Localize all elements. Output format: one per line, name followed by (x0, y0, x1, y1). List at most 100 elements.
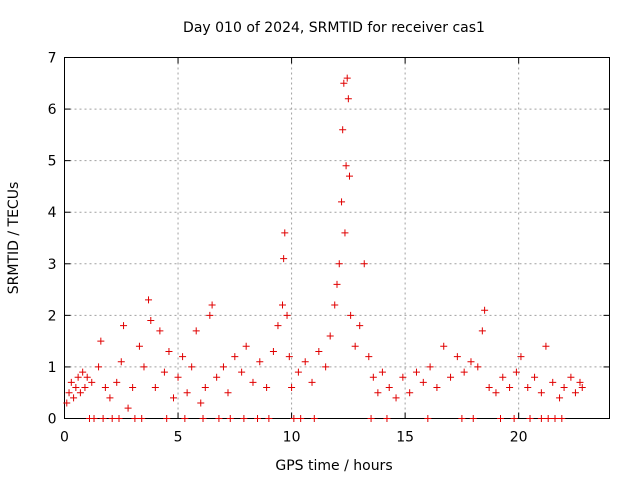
data-point (117, 358, 125, 366)
data-point (369, 373, 377, 381)
data-point (208, 301, 216, 309)
data-point (556, 394, 564, 402)
data-point (424, 415, 432, 422)
data-point (343, 74, 351, 82)
data-point (510, 415, 518, 422)
data-point (333, 280, 341, 288)
data-point (378, 368, 386, 376)
data-point (339, 126, 347, 134)
data-point (288, 384, 296, 392)
x-tick-label: 20 (510, 430, 528, 446)
data-point (285, 353, 293, 361)
data-point (120, 322, 128, 330)
y-tick-label: 5 (48, 154, 57, 170)
data-point (440, 342, 448, 350)
data-point (129, 384, 137, 392)
data-point (147, 317, 155, 325)
data-point (342, 162, 350, 170)
data-point (351, 342, 359, 350)
data-point (135, 342, 143, 350)
data-point (219, 363, 227, 371)
data-point (140, 363, 148, 371)
data-point (290, 415, 298, 422)
data-point (544, 415, 552, 422)
data-point (367, 415, 375, 422)
data-point (163, 415, 171, 422)
data-point (542, 342, 550, 350)
data-point (283, 311, 291, 319)
data-point (344, 95, 352, 103)
data-point (571, 389, 579, 397)
data-point (481, 306, 489, 314)
data-point (70, 394, 78, 402)
data-point (226, 415, 234, 422)
chart-title: Day 010 of 2024, SRMTID for receiver cas… (183, 20, 485, 36)
data-point (512, 368, 520, 376)
plot-frame (64, 57, 610, 419)
data-point (113, 378, 121, 386)
data-point (179, 353, 187, 361)
x-tick-label: 5 (174, 430, 183, 446)
data-point (199, 415, 207, 422)
data-point (506, 384, 514, 392)
data-point (447, 373, 455, 381)
y-tick-label: 2 (48, 308, 57, 324)
y-tick-label: 7 (48, 51, 57, 67)
axis-ticks: 0 1 2 3 4 5 6 7 0 5 10 15 20 (48, 51, 610, 446)
data-point (578, 384, 586, 392)
data-point (560, 384, 568, 392)
data-point (90, 415, 98, 422)
data-point (269, 347, 277, 355)
y-tick-label: 3 (48, 257, 57, 273)
data-point (280, 255, 288, 263)
data-point (360, 260, 368, 268)
data-point (406, 389, 414, 397)
data-point (263, 384, 271, 392)
data-point (99, 415, 107, 422)
data-point (165, 347, 173, 355)
data-point (249, 378, 257, 386)
data-point (156, 327, 164, 335)
data-point (138, 415, 146, 422)
data-point (492, 389, 500, 397)
data-point (310, 415, 318, 422)
data-point (274, 322, 282, 330)
data-point (567, 373, 575, 381)
x-tick-label: 10 (283, 430, 301, 446)
data-point (365, 353, 373, 361)
data-point (537, 389, 545, 397)
data-point (478, 327, 486, 335)
data-point (340, 79, 348, 87)
data-point (101, 384, 109, 392)
data-point (460, 368, 468, 376)
data-point (374, 389, 382, 397)
data-point (231, 353, 239, 361)
data-point (106, 394, 114, 402)
data-point (97, 337, 105, 345)
data-point (308, 378, 316, 386)
data-point (499, 373, 507, 381)
data-point (254, 415, 262, 422)
data-point (224, 389, 232, 397)
data-point (331, 301, 339, 309)
data-point (469, 415, 477, 422)
data-point (279, 301, 286, 309)
data-point (124, 404, 132, 412)
data-point (524, 384, 532, 392)
data-point (108, 415, 116, 422)
data-point (72, 384, 80, 392)
y-tick-label: 6 (48, 102, 57, 118)
data-point (341, 229, 349, 237)
data-point (326, 332, 334, 340)
data-point (531, 373, 539, 381)
data-point (213, 373, 221, 381)
data-point (160, 368, 168, 376)
data-point (151, 384, 159, 392)
x-tick-label: 15 (396, 430, 414, 446)
data-point (485, 384, 493, 392)
data-point (338, 198, 346, 206)
data-point (76, 389, 84, 397)
data-point (145, 296, 153, 304)
y-tick-label: 0 (48, 412, 57, 428)
